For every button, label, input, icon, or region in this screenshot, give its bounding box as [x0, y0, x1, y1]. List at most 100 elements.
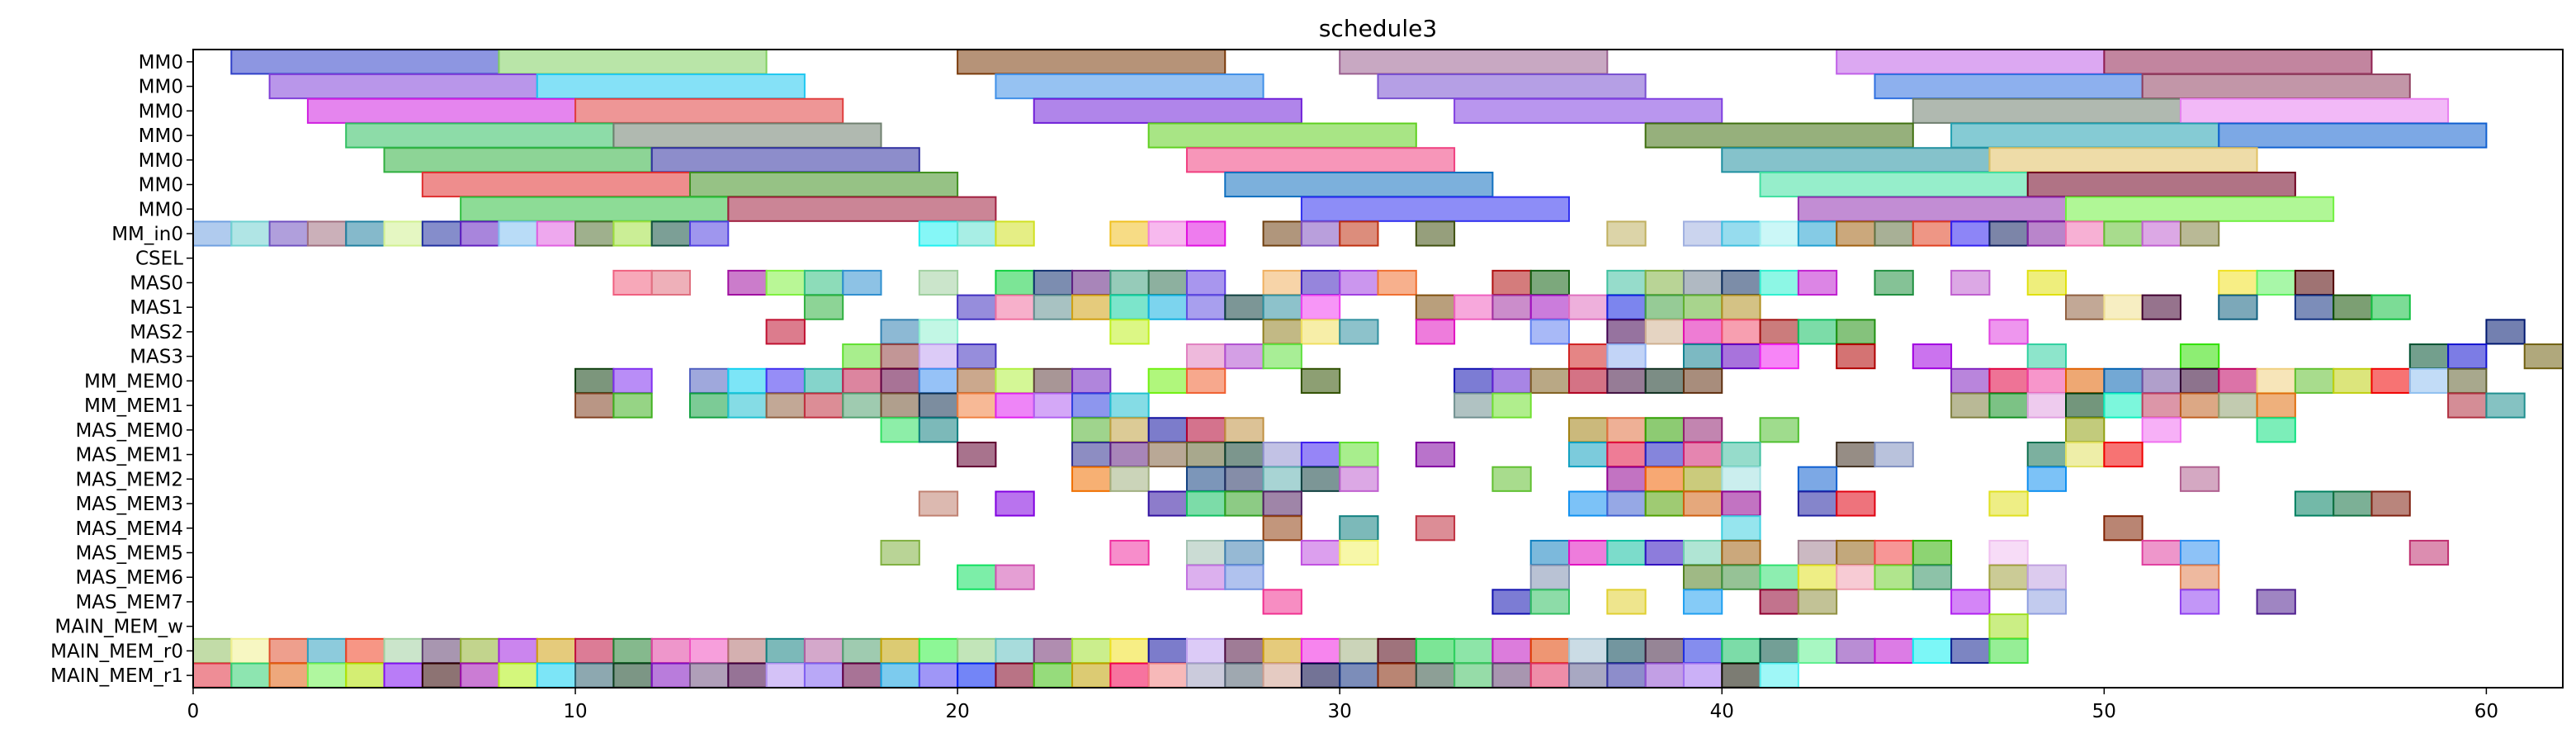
task-bar-row14-23 — [2218, 392, 2258, 419]
task-bar-row13-6 — [842, 367, 882, 394]
task-bar-row6-4 — [2065, 196, 2335, 222]
task-bar-row7-4 — [345, 220, 385, 247]
task-bar-row6-1 — [727, 196, 997, 222]
task-bar-row16-12 — [1644, 441, 1685, 468]
task-bar-row15-10 — [1682, 417, 1723, 443]
task-bar-row12-6 — [1262, 343, 1302, 370]
task-bar-row13-3 — [727, 367, 768, 394]
task-bar-row5-0 — [421, 171, 691, 198]
task-bar-row9-30 — [650, 269, 691, 296]
task-bar-row24-7 — [460, 637, 500, 664]
y-tick-label: MM0 — [139, 77, 183, 98]
task-bar-row7-35 — [2065, 220, 2106, 247]
y-tick-label: MAS1 — [130, 297, 183, 319]
task-bar-row12-5 — [1224, 343, 1264, 370]
task-bar-row9-12 — [1300, 269, 1341, 296]
task-bar-row17-2 — [1185, 466, 1227, 492]
y-tick-label: MM_MEM1 — [84, 395, 183, 417]
task-bar-row16-8 — [1339, 441, 1379, 468]
task-bar-row20-2 — [1185, 539, 1227, 566]
task-bar-row13-13 — [1147, 367, 1188, 394]
task-bar-row13-19 — [1568, 367, 1609, 394]
x-tick-label: 20 — [945, 701, 969, 722]
y-tick-label: MAS_MEM7 — [75, 592, 183, 613]
task-bar-row19-0 — [1262, 515, 1302, 542]
task-bar-row7-34 — [2026, 220, 2068, 247]
task-bar-row18-5 — [1262, 490, 1302, 517]
task-bar-row25-28 — [1262, 662, 1302, 689]
task-bar-row13-27 — [2103, 367, 2144, 394]
task-bar-row13-32 — [2294, 367, 2335, 394]
task-bar-row13-28 — [2141, 367, 2181, 394]
task-bar-row11-1 — [880, 319, 920, 345]
task-bar-row25-35 — [1529, 662, 1571, 689]
y-tick-label: MAIN_MEM_r1 — [50, 665, 183, 687]
task-bar-row2-3 — [1453, 97, 1723, 124]
task-bar-row7-16 — [995, 220, 1035, 247]
task-bar-row18-10 — [1721, 490, 1761, 517]
task-bar-row14-18 — [2026, 392, 2068, 419]
task-bar-row3-3 — [1644, 122, 1914, 149]
task-bar-row10-4 — [1071, 294, 1112, 320]
task-bar-row21-1 — [995, 564, 1035, 590]
task-bar-row24-10 — [574, 637, 615, 664]
task-bar-row6-2 — [1300, 196, 1571, 222]
task-bar-row21-6 — [1721, 564, 1761, 590]
task-bar-row12-14 — [2026, 343, 2068, 370]
task-bar-row7-37 — [2141, 220, 2181, 247]
task-bar-row6-3 — [1797, 196, 2068, 222]
task-bar-row11-9 — [1606, 319, 1647, 345]
task-bar-row25-12 — [650, 662, 691, 689]
task-bar-row7-31 — [1912, 220, 1953, 247]
task-bar-row15-9 — [1644, 417, 1685, 443]
task-bar-row12-4 — [1185, 343, 1227, 370]
task-bar-row20-9 — [1644, 539, 1685, 566]
task-bar-row1-3 — [1377, 73, 1647, 100]
x-tick-label: 30 — [1328, 701, 1352, 722]
task-bar-row12-16 — [2408, 343, 2450, 370]
task-bar-row20-19 — [2408, 539, 2450, 566]
task-bar-row11-13 — [1759, 319, 1799, 345]
task-bar-row7-18 — [1147, 220, 1188, 247]
task-bar-row9-25 — [2026, 269, 2068, 296]
task-bar-row2-1 — [574, 97, 844, 124]
task-bar-row19-1 — [1339, 515, 1379, 542]
task-bar-row24-17 — [842, 637, 882, 664]
task-bar-row0-3 — [1339, 49, 1609, 75]
task-bar-row22-10 — [2256, 589, 2296, 615]
task-bar-row20-18 — [2179, 539, 2220, 566]
task-bar-row25-2 — [268, 662, 309, 689]
task-bar-row7-14 — [918, 220, 959, 247]
task-bar-row13-25 — [2026, 367, 2068, 394]
task-bar-row13-4 — [765, 367, 806, 394]
task-bar-row13-22 — [1682, 367, 1723, 394]
task-bar-row18-13 — [1988, 490, 2029, 517]
task-bar-row0-4 — [1836, 49, 2106, 75]
task-bar-row14-19 — [2065, 392, 2106, 419]
task-bar-row9-6 — [1033, 269, 1074, 296]
task-bar-row24-44 — [1874, 637, 1914, 664]
task-bar-row18-1 — [995, 490, 1035, 517]
task-bar-row20-14 — [1874, 539, 1914, 566]
task-bar-row18-7 — [1606, 490, 1647, 517]
task-bar-row11-11 — [1682, 319, 1723, 345]
task-bar-row14-13 — [1109, 392, 1150, 419]
task-bar-row21-4 — [1529, 564, 1571, 590]
task-bar-row9-21 — [1759, 269, 1799, 296]
task-bar-row13-9 — [957, 367, 997, 394]
task-bar-row24-3 — [306, 637, 347, 664]
task-bar-row22-5 — [1759, 589, 1799, 615]
task-bar-row17-12 — [1797, 466, 1838, 492]
x-tick-label: 50 — [2092, 701, 2116, 722]
task-bar-row0-1 — [498, 49, 768, 75]
task-bar-row24-47 — [1988, 637, 2029, 664]
task-bar-row2-0 — [306, 97, 577, 124]
task-bar-row7-7 — [460, 220, 500, 247]
task-bar-row13-31 — [2256, 367, 2296, 394]
task-bar-row22-1 — [1491, 589, 1532, 615]
task-bar-row24-20 — [957, 637, 997, 664]
task-bar-row7-29 — [1836, 220, 1876, 247]
task-bar-row11-0 — [765, 319, 806, 345]
task-bar-row7-8 — [498, 220, 538, 247]
task-bar-row19-3 — [1721, 515, 1761, 542]
